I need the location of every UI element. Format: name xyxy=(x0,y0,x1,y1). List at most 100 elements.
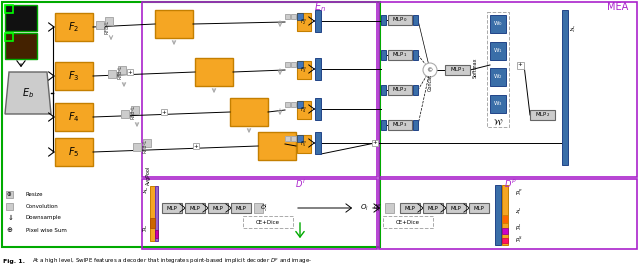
Bar xyxy=(291,102,296,107)
Bar xyxy=(17,15,27,23)
Bar xyxy=(231,203,251,213)
Text: MLP$_2$: MLP$_2$ xyxy=(392,85,408,95)
Text: MLP: MLP xyxy=(474,206,484,210)
Bar xyxy=(297,101,311,119)
Text: Downsample: Downsample xyxy=(26,215,62,221)
Text: $z_i^I$: $z_i^I$ xyxy=(142,187,148,197)
Text: Pixel wise Sum: Pixel wise Sum xyxy=(26,227,67,233)
Bar xyxy=(381,50,386,60)
Bar xyxy=(315,132,321,154)
Bar xyxy=(7,15,17,23)
Bar xyxy=(487,12,509,127)
Text: RFB-L: RFB-L xyxy=(118,65,122,79)
Text: AvgPool: AvgPool xyxy=(145,165,150,184)
Text: $D^P$: $D^P$ xyxy=(504,178,516,190)
Text: +: + xyxy=(194,143,198,148)
Bar xyxy=(291,136,296,141)
Bar xyxy=(315,58,321,80)
Text: $E_b$: $E_b$ xyxy=(22,86,34,100)
Text: $\Downarrow$: $\Downarrow$ xyxy=(6,213,13,222)
Bar xyxy=(490,68,506,86)
Bar xyxy=(5,5,37,31)
Bar xyxy=(297,135,311,153)
Text: $F_2$: $F_2$ xyxy=(68,20,79,34)
Bar xyxy=(388,120,412,130)
Bar xyxy=(195,58,233,86)
Text: $F_4''$: $F_4''$ xyxy=(301,105,307,115)
Bar xyxy=(254,203,263,213)
Bar xyxy=(55,103,93,131)
Bar xyxy=(5,33,37,59)
Text: MLP: MLP xyxy=(451,206,461,210)
Text: MLP$_0$: MLP$_0$ xyxy=(392,15,408,25)
Bar xyxy=(291,62,296,67)
Bar xyxy=(131,106,139,114)
Text: +: + xyxy=(162,109,166,115)
Bar xyxy=(502,238,508,243)
Bar xyxy=(413,50,418,60)
Text: $\copyright$: $\copyright$ xyxy=(426,66,434,74)
Text: At a high level, SwIPE features a decoder that integrates point-based implicit d: At a high level, SwIPE features a decode… xyxy=(32,256,312,266)
Text: $F_5$: $F_5$ xyxy=(68,145,79,159)
Bar xyxy=(423,203,443,213)
Bar xyxy=(297,61,311,79)
Text: $p_i^I$: $p_i^I$ xyxy=(141,225,148,235)
Text: MEA: MEA xyxy=(607,2,628,12)
Bar xyxy=(502,228,508,234)
Text: Convolution: Convolution xyxy=(26,204,59,209)
Bar xyxy=(446,203,466,213)
Bar xyxy=(381,85,386,95)
Bar xyxy=(297,13,311,31)
Bar xyxy=(285,14,290,19)
Bar xyxy=(413,120,418,130)
Bar xyxy=(516,61,524,69)
Text: RFB-L: RFB-L xyxy=(104,20,109,34)
Text: $p_i^I$: $p_i^I$ xyxy=(515,223,522,233)
Bar xyxy=(315,98,321,120)
Text: $F_2''$: $F_2''$ xyxy=(301,17,307,27)
Text: MLP: MLP xyxy=(404,206,415,210)
Circle shape xyxy=(423,63,437,77)
Bar xyxy=(108,70,116,78)
Bar xyxy=(502,215,508,223)
Text: MLP$_1$: MLP$_1$ xyxy=(392,50,408,60)
Bar xyxy=(193,143,199,149)
Bar xyxy=(7,35,27,45)
Bar xyxy=(388,85,412,95)
Text: +: + xyxy=(372,140,378,146)
Bar xyxy=(502,185,508,245)
Bar xyxy=(562,10,568,165)
Bar xyxy=(118,66,126,74)
Bar xyxy=(55,13,93,41)
Bar xyxy=(381,15,386,25)
Text: MLP$_2$: MLP$_2$ xyxy=(535,111,550,119)
Text: W$_2$: W$_2$ xyxy=(493,73,503,81)
Bar xyxy=(55,138,93,166)
Text: CE+Dice: CE+Dice xyxy=(396,219,420,225)
Bar xyxy=(2,2,380,247)
Text: W$_1$: W$_1$ xyxy=(493,46,503,56)
Bar xyxy=(315,10,321,32)
Text: MLP$_3$: MLP$_3$ xyxy=(392,120,408,129)
Bar xyxy=(208,203,228,213)
Bar xyxy=(155,10,193,38)
Text: $\oplus$: $\oplus$ xyxy=(6,190,13,198)
Text: W$_0$: W$_0$ xyxy=(493,19,503,29)
Bar xyxy=(150,218,155,228)
Text: $F_3''$: $F_3''$ xyxy=(301,65,307,75)
Bar xyxy=(162,203,182,213)
Bar xyxy=(383,216,433,228)
Bar xyxy=(6,191,13,198)
Bar xyxy=(490,15,506,33)
Bar xyxy=(185,203,205,213)
Text: RFB-L: RFB-L xyxy=(131,105,136,119)
Text: Softmax: Softmax xyxy=(472,58,477,78)
Bar xyxy=(285,136,290,141)
Text: Fig. 1.: Fig. 1. xyxy=(3,258,25,264)
Text: $\hat{O}_i^P$: $\hat{O}_i^P$ xyxy=(373,202,382,214)
Bar xyxy=(96,21,104,29)
Bar xyxy=(469,203,489,213)
Bar xyxy=(5,33,13,41)
Text: $z_i^I$: $z_i^I$ xyxy=(515,207,521,217)
Text: MLP: MLP xyxy=(166,206,177,210)
